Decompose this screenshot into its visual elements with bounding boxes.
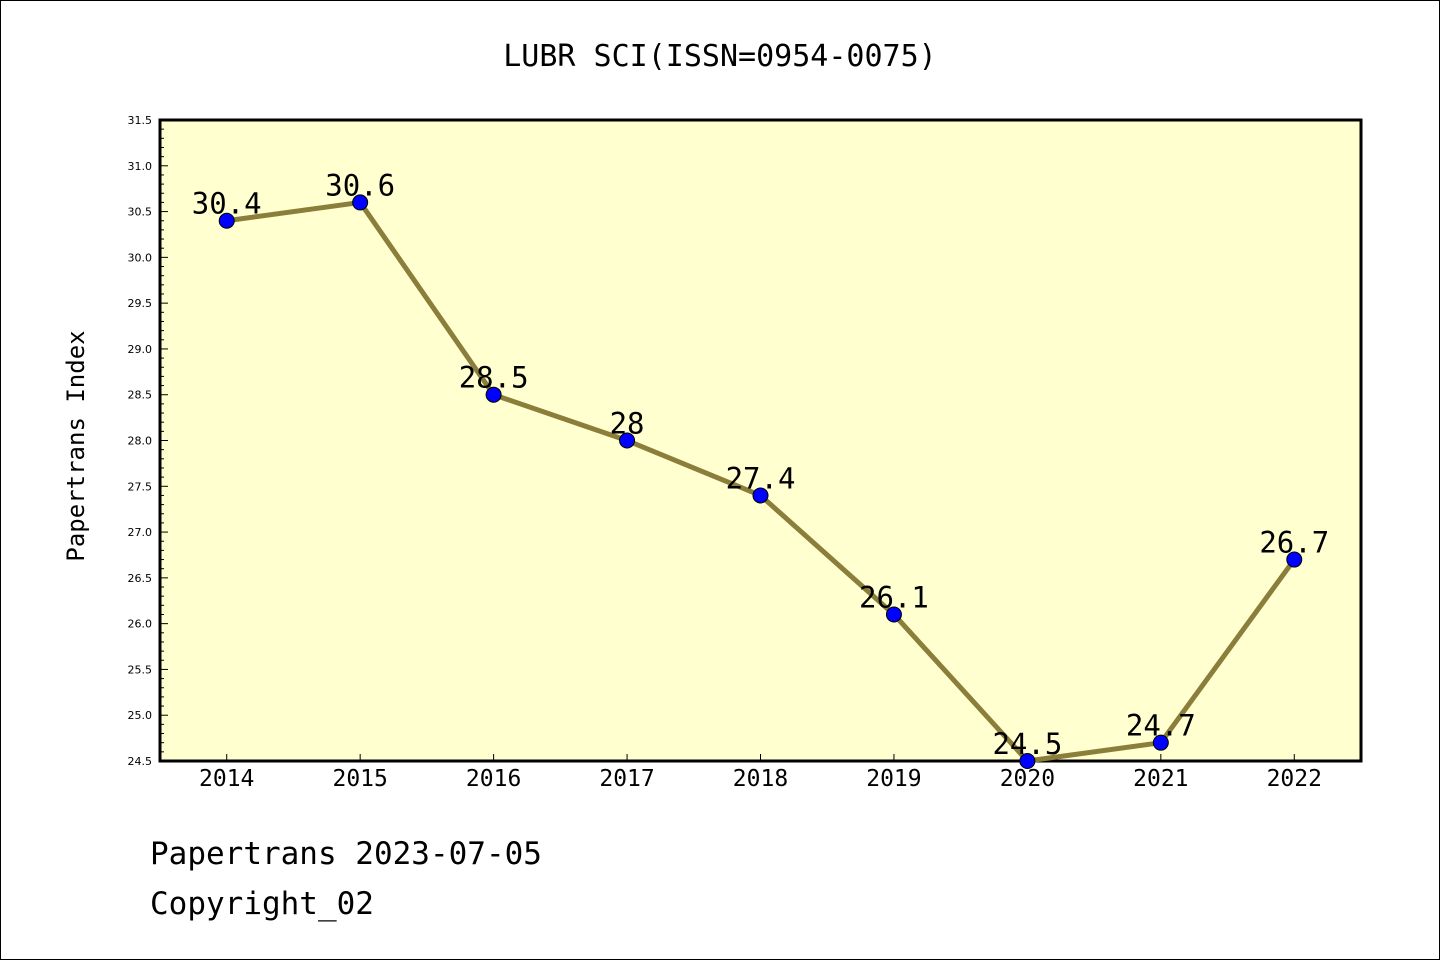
x-tick-label: 2022 [1267,766,1322,792]
y-tick-label: 31.0 [128,160,153,173]
x-tick-label: 2020 [1000,766,1055,792]
data-label: 27.4 [726,461,796,495]
y-tick-label: 30.0 [128,251,153,264]
data-label: 24.7 [1126,709,1196,743]
footer-date-text: Papertrans 2023-07-05 [150,836,542,872]
x-axis: 2014 2015 2016 2017 2018 2019 2020 2021 2022 [199,754,1322,792]
y-tick-label: 27.5 [128,480,153,493]
y-tick-label: 29.5 [128,297,153,310]
y-tick-label: 25.0 [128,709,153,722]
data-point-marker [1286,551,1303,568]
data-point-marker [1019,753,1036,769]
y-tick-label: 26.0 [128,618,153,631]
y-tick-label: 30.5 [128,206,153,219]
x-tick-label: 2015 [332,766,387,792]
x-tick-label: 2014 [199,766,254,792]
y-tick-label: 25.5 [128,663,153,676]
x-tick-label: 2017 [599,766,654,792]
y-tick-label: 27.0 [128,526,153,539]
data-label: 28 [610,407,645,441]
series-papertrans-index: 30.4 30.6 28.5 28 27.4 26.1 24.5 24.7 26.7 [192,168,1329,769]
x-tick-label: 2018 [733,766,788,792]
data-label: 26.1 [859,580,929,614]
data-label: 30.6 [325,168,395,202]
y-tick-label: 28.0 [128,435,153,448]
data-point-marker [619,432,636,449]
data-point-marker [752,487,769,504]
data-label: 30.4 [192,187,262,221]
x-tick-label: 2016 [466,766,521,792]
x-tick-label: 2021 [1133,766,1188,792]
y-tick-label: 24.5 [128,755,153,768]
y-tick-label: 28.5 [128,389,153,402]
y-tick-label: 26.5 [128,572,153,585]
data-point-marker [1152,734,1169,751]
plot-area [158,118,1363,763]
data-label: 24.5 [992,727,1062,761]
data-point-marker [218,212,235,229]
data-label: 28.5 [459,361,529,395]
data-point-marker [352,194,369,211]
x-tick-label: 2019 [866,766,921,792]
y-tick-label: 29.0 [128,343,153,356]
data-point-marker [885,606,902,623]
footer-copyright-text: Copyright_02 [150,886,374,922]
chart-title: LUBR SCI(ISSN=0954-0075) [503,39,936,74]
data-point-marker [485,386,502,403]
y-axis: 24.5 25.0 25.5 26.0 26.5 27.0 27.5 28.0 28.5 29.0… [128,114,168,768]
y-tick-label: 31.5 [128,114,153,127]
y-axis-label: Papertrans Index [62,330,90,561]
data-label: 26.7 [1259,526,1329,560]
